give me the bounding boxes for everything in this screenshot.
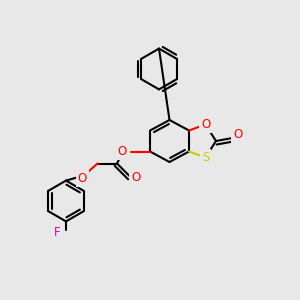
Text: O: O bbox=[131, 171, 140, 184]
Text: S: S bbox=[202, 151, 209, 164]
Text: F: F bbox=[54, 226, 61, 239]
Text: O: O bbox=[233, 128, 242, 142]
Text: O: O bbox=[118, 145, 127, 158]
Text: O: O bbox=[201, 118, 210, 131]
Text: O: O bbox=[78, 172, 87, 185]
